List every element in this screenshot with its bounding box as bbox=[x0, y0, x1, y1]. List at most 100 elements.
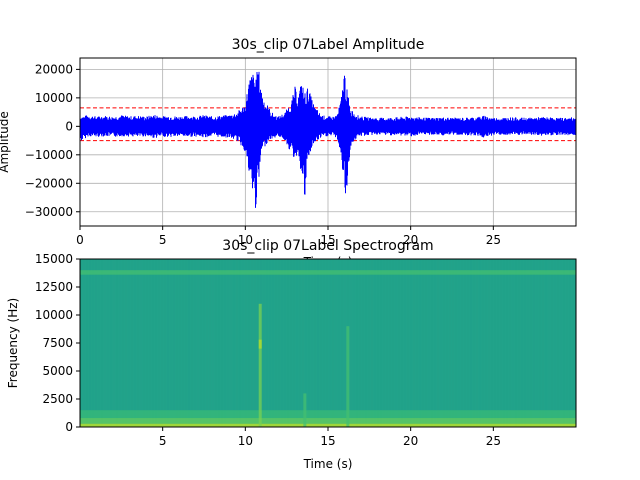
spectrogram-texture bbox=[83, 259, 85, 427]
spectrogram-texture bbox=[194, 259, 196, 427]
y-tick-label: 2500 bbox=[42, 392, 73, 406]
x-tick-label: 10 bbox=[238, 434, 253, 448]
spectrogram-texture bbox=[176, 259, 178, 427]
spectrogram-texture bbox=[98, 259, 100, 427]
spectrogram-texture bbox=[341, 259, 343, 427]
spectrogram-chart: 5 10 15 20 25 0 2500 5000 7500 10000 12500 15000 3… bbox=[6, 238, 577, 471]
spectrogram-texture bbox=[479, 259, 481, 427]
spectrogram-texture bbox=[230, 259, 232, 427]
spectrogram-texture bbox=[350, 259, 352, 427]
x-tick-label: 10 bbox=[238, 233, 253, 247]
spectrogram-texture bbox=[161, 259, 163, 427]
spectrogram-texture bbox=[134, 259, 136, 427]
spectrogram-texture bbox=[320, 259, 322, 427]
spectrogram-texture bbox=[452, 259, 454, 427]
spectrogram-texture bbox=[566, 259, 568, 427]
spectrogram-texture bbox=[554, 259, 556, 427]
spectrogram-texture bbox=[407, 259, 409, 427]
spectrogram-texture bbox=[557, 259, 559, 427]
spectrogram-texture bbox=[461, 259, 463, 427]
spectrogram-texture bbox=[422, 259, 424, 427]
spectrogram-texture bbox=[380, 259, 382, 427]
spectrogram-texture bbox=[170, 259, 172, 427]
spectrogram-texture bbox=[251, 259, 253, 427]
spectrogram-texture bbox=[446, 259, 448, 427]
spectrogram-texture bbox=[329, 259, 331, 427]
spectrogram-texture bbox=[368, 259, 370, 427]
spectrogram-texture bbox=[95, 259, 97, 427]
spectrogram-texture bbox=[440, 259, 442, 427]
spectrogram-texture bbox=[365, 259, 367, 427]
spectrogram-texture bbox=[311, 259, 313, 427]
spectrogram-texture bbox=[155, 259, 157, 427]
spectrogram-texture bbox=[323, 259, 325, 427]
spectrogram-texture bbox=[527, 259, 529, 427]
spectrogram-texture bbox=[539, 259, 541, 427]
spectrogram-texture bbox=[416, 259, 418, 427]
spectrogram-band bbox=[80, 418, 576, 424]
spectrogram-texture bbox=[560, 259, 562, 427]
spectrogram-image bbox=[80, 259, 577, 427]
spectrogram-texture bbox=[101, 259, 103, 427]
y-tick-label: 12500 bbox=[35, 280, 73, 294]
spectrogram-texture bbox=[92, 259, 94, 427]
spectrogram-texture bbox=[149, 259, 151, 427]
spectrogram-texture bbox=[395, 259, 397, 427]
spectrogram-texture bbox=[470, 259, 472, 427]
spectrogram-texture bbox=[338, 259, 340, 427]
spectrogram-texture bbox=[455, 259, 457, 427]
spectrogram-texture bbox=[278, 259, 280, 427]
spectrogram-texture bbox=[404, 259, 406, 427]
spectrogram-texture bbox=[449, 259, 451, 427]
spectrogram-texture bbox=[188, 259, 190, 427]
spectrogram-texture bbox=[281, 259, 283, 427]
spectrogram-event bbox=[303, 393, 307, 427]
spectrogram-texture bbox=[179, 259, 181, 427]
spectrogram-texture bbox=[392, 259, 394, 427]
spectrogram-texture bbox=[413, 259, 415, 427]
spectrogram-texture bbox=[296, 259, 298, 427]
spectrogram-texture bbox=[509, 259, 511, 427]
spectrogram-texture bbox=[488, 259, 490, 427]
spectrogram-texture bbox=[314, 259, 316, 427]
spectrogram-texture bbox=[374, 259, 376, 427]
spectrogram-y-axis-label: Frequency (Hz) bbox=[6, 298, 20, 389]
spectrogram-texture bbox=[431, 259, 433, 427]
y-tick-label: −10000 bbox=[25, 148, 73, 162]
spectrogram-band bbox=[80, 423, 576, 427]
spectrogram-texture bbox=[443, 259, 445, 427]
spectrogram-texture bbox=[503, 259, 505, 427]
spectrogram-texture bbox=[248, 259, 250, 427]
y-tick-label: 20000 bbox=[35, 62, 73, 76]
spectrogram-texture bbox=[572, 259, 574, 427]
spectrogram-texture bbox=[275, 259, 277, 427]
x-tick-label: 15 bbox=[320, 434, 335, 448]
spectrogram-texture bbox=[113, 259, 115, 427]
y-tick-label: 7500 bbox=[42, 336, 73, 350]
x-tick-label: 20 bbox=[403, 434, 418, 448]
spectrogram-texture bbox=[335, 259, 337, 427]
spectrogram-texture bbox=[110, 259, 112, 427]
spectrogram-texture bbox=[212, 259, 214, 427]
spectrogram-y-ticks: 0 2500 5000 7500 10000 12500 15000 bbox=[35, 252, 80, 434]
spectrogram-texture bbox=[548, 259, 550, 427]
spectrogram-texture bbox=[485, 259, 487, 427]
spectrogram-texture bbox=[344, 259, 346, 427]
spectrogram-texture bbox=[383, 259, 385, 427]
spectrogram-texture bbox=[302, 259, 304, 427]
x-tick-label: 0 bbox=[76, 233, 84, 247]
spectrogram-event bbox=[346, 326, 350, 427]
spectrogram-band bbox=[80, 410, 576, 419]
spectrogram-texture bbox=[497, 259, 499, 427]
spectrogram-texture bbox=[245, 259, 247, 427]
spectrogram-x-axis-label: Time (s) bbox=[303, 457, 353, 471]
amplitude-x-ticks: 0 5 10 15 20 25 bbox=[76, 226, 501, 247]
spectrogram-texture bbox=[356, 259, 358, 427]
spectrogram-texture bbox=[530, 259, 532, 427]
spectrogram-texture bbox=[536, 259, 538, 427]
spectrogram-texture bbox=[107, 259, 109, 427]
spectrogram-texture bbox=[467, 259, 469, 427]
spectrogram-texture bbox=[119, 259, 121, 427]
spectrogram-texture bbox=[515, 259, 517, 427]
spectrogram-texture bbox=[425, 259, 427, 427]
